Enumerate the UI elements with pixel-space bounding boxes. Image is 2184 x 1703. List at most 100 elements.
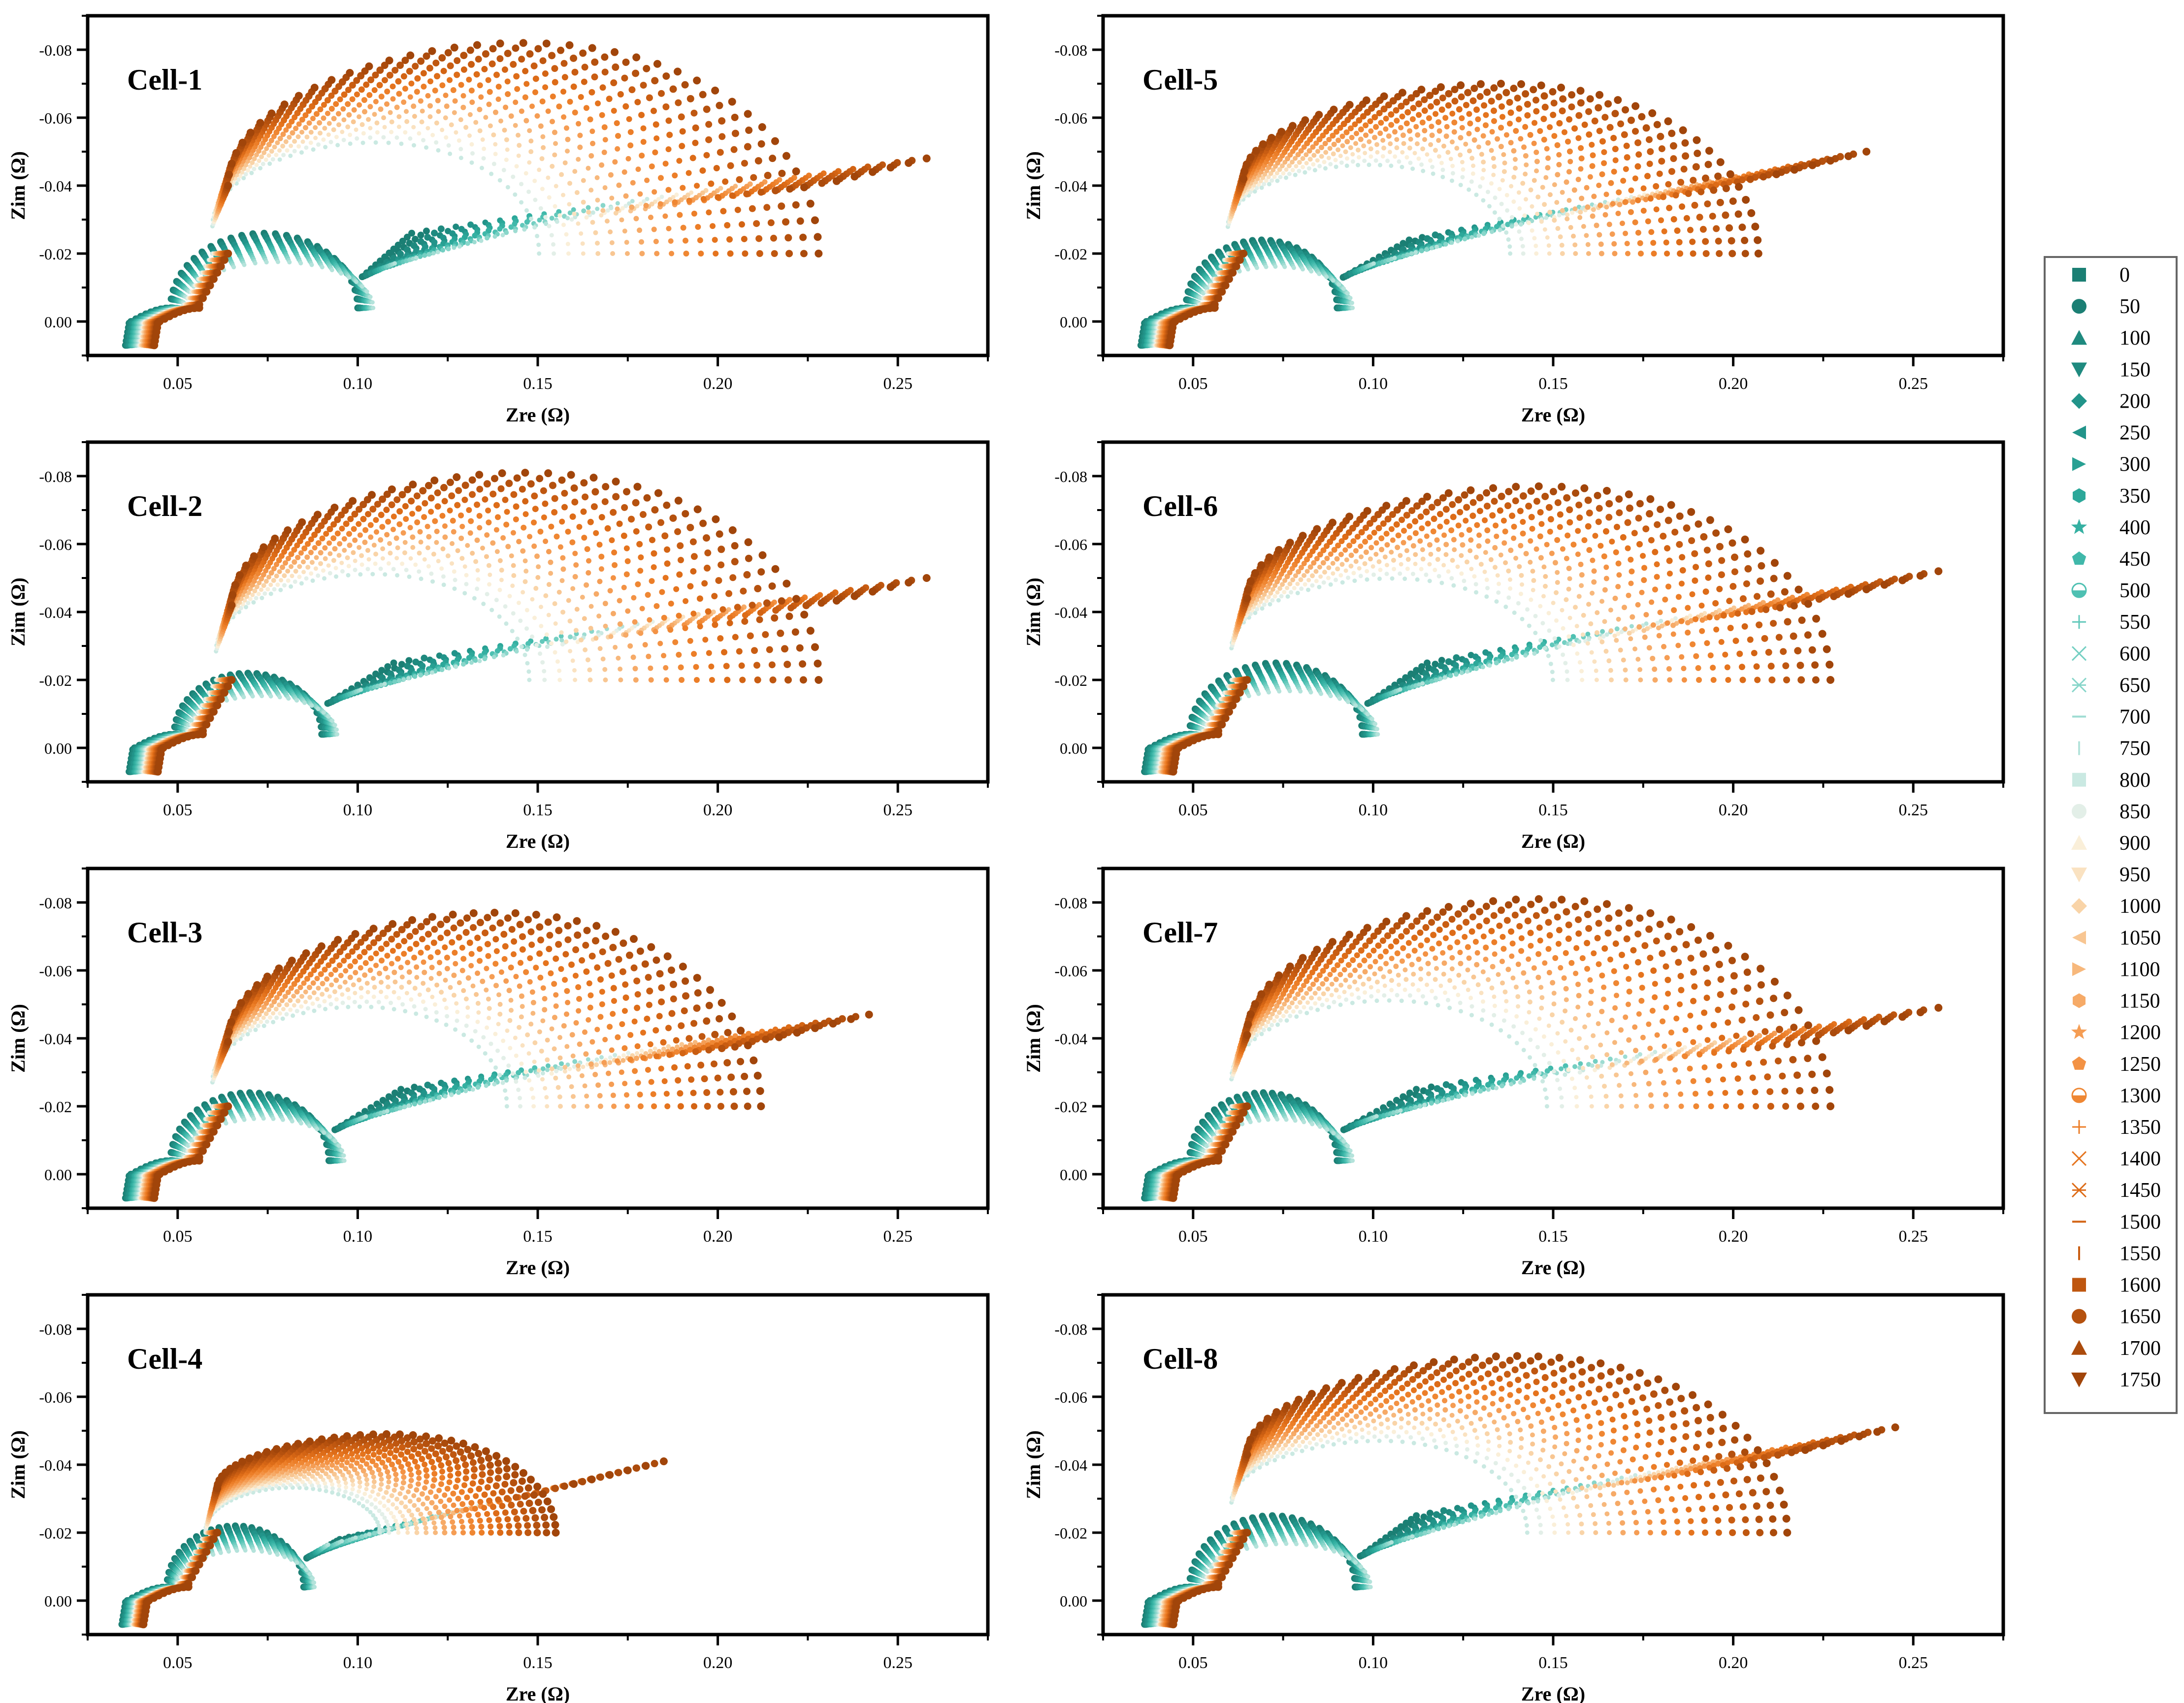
data-point (505, 185, 510, 190)
data-point (296, 121, 302, 127)
data-point (690, 568, 697, 575)
data-point (551, 509, 558, 516)
data-point (542, 84, 549, 91)
data-point (712, 237, 718, 243)
data-point (346, 112, 352, 118)
data-point (772, 187, 780, 194)
data-point (540, 660, 545, 665)
data-point (531, 519, 537, 526)
data-point (742, 250, 749, 257)
data-point (316, 142, 321, 147)
data-point (666, 131, 673, 138)
data-point (360, 140, 365, 145)
data-point (304, 145, 309, 150)
data-point (497, 226, 503, 232)
data-point (589, 474, 598, 482)
data-point (324, 97, 331, 104)
data-point (505, 480, 513, 487)
data-point (418, 540, 424, 545)
data-point (543, 593, 549, 599)
data-point (337, 541, 343, 547)
data-point (435, 250, 440, 255)
data-point (811, 643, 819, 651)
data-point (673, 586, 680, 592)
data-point (401, 57, 409, 64)
data-point (778, 169, 786, 177)
data-point (572, 574, 578, 579)
data-point (643, 64, 651, 72)
data-point (595, 100, 601, 106)
data-point (284, 526, 292, 535)
data-point (331, 116, 337, 122)
data-point (651, 506, 659, 514)
data-point (623, 632, 629, 638)
data-point (665, 146, 672, 153)
data-point (729, 574, 737, 581)
data-point (422, 500, 428, 507)
data-point (402, 503, 409, 510)
data-point (298, 261, 303, 266)
data-point (468, 476, 476, 484)
x-tick-label: 0.15 (523, 1227, 553, 1246)
data-point (434, 540, 439, 545)
data-point (503, 521, 510, 528)
data-point (329, 267, 334, 272)
data-point (446, 246, 451, 252)
data-point (504, 509, 510, 515)
data-point (444, 135, 449, 140)
data-point (778, 202, 785, 210)
data-point (292, 559, 297, 565)
data-point (316, 573, 321, 578)
data-point (417, 57, 425, 65)
data-point (335, 143, 340, 148)
data-point (225, 170, 233, 179)
data-point (439, 82, 446, 89)
data-point (361, 109, 367, 115)
data-point (618, 666, 623, 672)
data-point (387, 541, 392, 546)
series-450 (130, 211, 547, 348)
data-point (785, 612, 793, 620)
data-point (299, 129, 305, 135)
data-point (271, 534, 279, 543)
data-point (339, 560, 344, 565)
data-point (249, 170, 254, 175)
data-point (662, 213, 668, 219)
data-point (355, 136, 359, 141)
data-point (630, 654, 636, 660)
data-point (637, 191, 643, 197)
data-point (715, 577, 722, 584)
data-point (231, 265, 236, 270)
data-point (600, 656, 606, 662)
data-point (396, 521, 403, 527)
data-point (588, 626, 593, 631)
data-point (582, 493, 589, 501)
data-point (327, 76, 336, 84)
data-point (241, 176, 246, 181)
data-point (545, 108, 551, 114)
data-point (318, 550, 324, 556)
data-point (781, 645, 789, 653)
data-point (345, 124, 351, 129)
data-point (378, 667, 386, 674)
data-point (717, 635, 724, 642)
data-point (262, 591, 267, 596)
data-point (448, 492, 456, 500)
data-point (450, 541, 455, 546)
data-point (559, 630, 564, 635)
data-point (513, 192, 518, 197)
data-point (679, 677, 685, 683)
data-point (523, 118, 529, 124)
data-point (608, 172, 614, 178)
data-point (310, 578, 315, 583)
data-point (522, 511, 529, 517)
series-1250 (143, 93, 782, 348)
data-point (351, 107, 357, 113)
data-point (560, 566, 566, 572)
data-point (386, 140, 391, 145)
data-point (292, 139, 297, 144)
data-point (332, 546, 338, 552)
data-point (633, 482, 642, 491)
data-point (320, 265, 325, 270)
data-point (417, 550, 422, 556)
